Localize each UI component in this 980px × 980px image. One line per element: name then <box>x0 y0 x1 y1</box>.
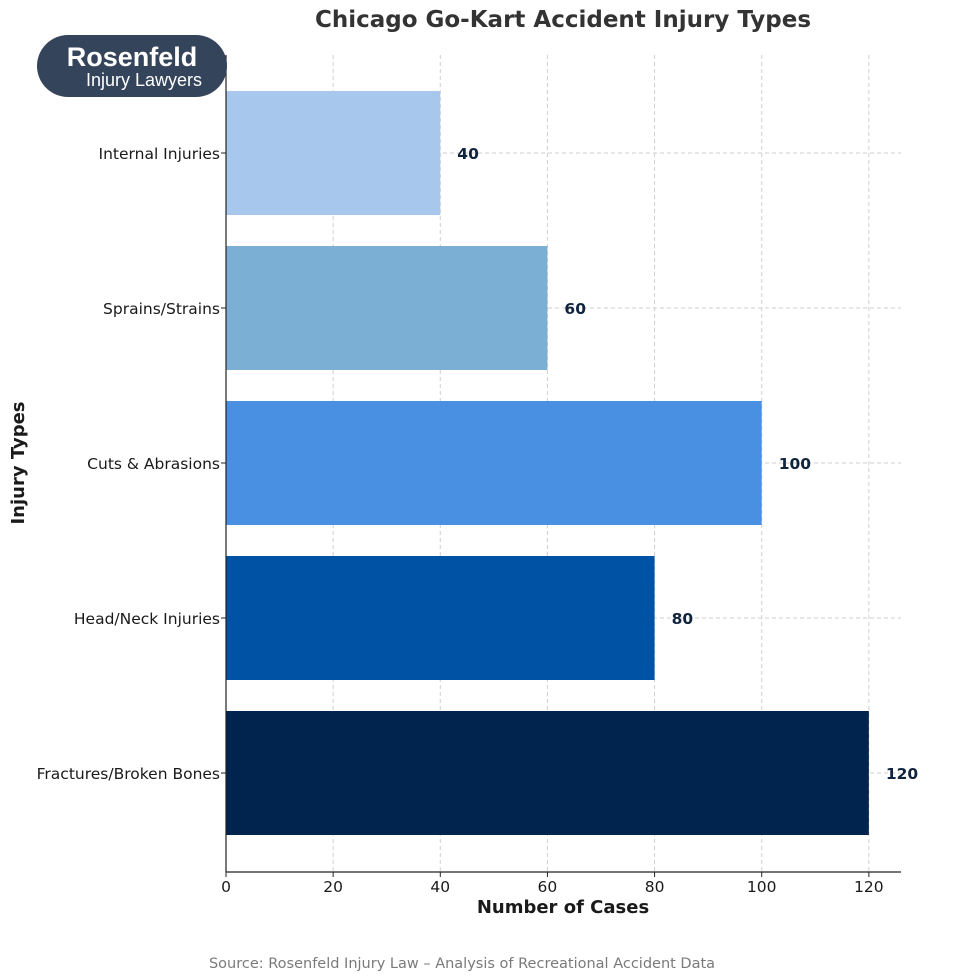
bar-value-label: 40 <box>457 145 479 163</box>
bars <box>226 91 869 835</box>
y-tick-label: Sprains/Strains <box>103 300 220 318</box>
value-labels: 120 80 100 60 40 <box>457 145 918 783</box>
y-tick-label: Head/Neck Injuries <box>74 610 220 628</box>
y-axis-label: Injury Types <box>8 401 29 524</box>
bar-value-label: 100 <box>779 455 812 473</box>
bar-head-neck-injuries <box>226 556 655 680</box>
bar-value-label: 120 <box>886 765 919 783</box>
tick-labels: 0 20 40 60 80 100 120 Fractures/Broken Bones Hea… <box>37 145 884 896</box>
y-tick-label: Internal Injuries <box>99 145 220 163</box>
x-tick-label: 40 <box>430 878 450 896</box>
bar-fractures-broken-bones <box>226 711 869 835</box>
bar-internal-injuries <box>226 91 441 215</box>
x-axis-label: Number of Cases <box>477 897 649 918</box>
chart-title: Chicago Go-Kart Accident Injury Types <box>315 7 811 33</box>
x-tick-label: 20 <box>323 878 343 896</box>
x-tick-label: 60 <box>538 878 558 896</box>
logo-sub-text: Injury Lawyers <box>86 70 202 90</box>
bar-cuts-abrasions <box>226 401 762 525</box>
bar-sprains-strains <box>226 246 548 370</box>
brand-logo: Rosenfeld Injury Lawyers <box>37 35 227 97</box>
logo-background <box>37 35 227 97</box>
y-tick-label: Fractures/Broken Bones <box>37 765 220 783</box>
source-note: Source: Rosenfeld Injury Law – Analysis … <box>209 956 715 972</box>
logo-main-text: Rosenfeld <box>67 42 198 72</box>
x-tick-label: 0 <box>221 878 231 896</box>
x-tick-label: 120 <box>854 878 884 896</box>
bar-value-label: 60 <box>564 300 586 318</box>
x-tick-label: 100 <box>747 878 777 896</box>
y-tick-label: Cuts & Abrasions <box>87 455 220 473</box>
bar-value-label: 80 <box>672 610 694 628</box>
x-tick-label: 80 <box>645 878 665 896</box>
